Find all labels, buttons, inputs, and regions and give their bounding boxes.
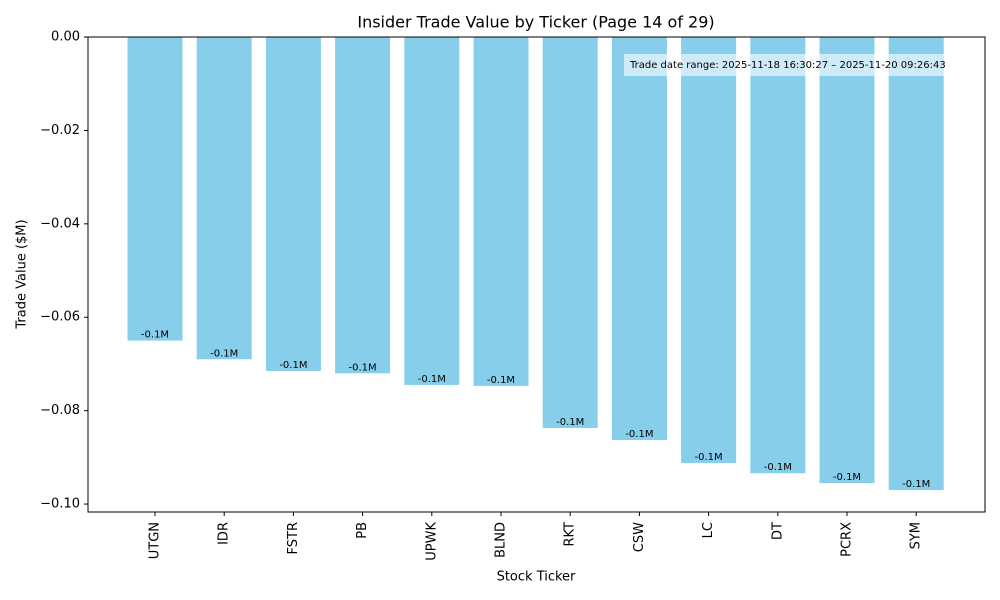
value-label: -0.1M [556,417,584,428]
x-tick-label: UTGN [148,522,163,559]
value-label: -0.1M [141,330,169,341]
value-label: -0.1M [764,462,792,473]
x-tick-label: CSW [632,522,647,552]
bar [127,37,183,341]
y-tick-label: −0.06 [40,310,80,325]
annotation: Trade date range: 2025-11-18 16:30:27 – … [629,60,946,71]
x-tick-label: PB [355,522,370,539]
value-label: -0.1M [625,429,653,440]
value-label: -0.1M [902,479,930,490]
bar [750,37,806,474]
bar [196,37,252,360]
value-label: -0.1M [210,348,238,359]
bar [335,37,391,374]
bar [542,37,598,428]
value-label: -0.1M [418,374,446,385]
y-tick-label: 0.00 [51,30,80,45]
x-tick-label: PCRX [840,522,855,557]
x-tick-label: RKT [563,522,578,547]
x-tick-label: BLND [494,522,509,558]
bar [265,37,321,371]
value-label: -0.1M [695,452,723,463]
annotation-box [624,54,985,76]
y-tick-label: −0.10 [40,497,80,512]
value-label: -0.1M [487,375,515,386]
y-axis-label: Trade Value ($M) [15,219,30,329]
value-label: -0.1M [833,472,861,483]
chart-title: Insider Trade Value by Ticker (Page 14 o… [357,13,714,32]
bar [819,37,875,484]
bar [681,37,737,463]
x-tick-label: SYM [909,522,924,549]
value-label: -0.1M [279,360,307,371]
bar [473,37,529,386]
y-tick-label: −0.08 [40,403,80,418]
bar [611,37,667,441]
bar [404,37,460,385]
x-tick-label: FSTR [286,522,301,554]
x-tick-label: IDR [217,522,232,545]
x-tick-label: LC [701,522,716,538]
bar [888,37,944,491]
y-tick-label: −0.04 [40,216,80,231]
value-label: -0.1M [349,362,377,373]
plot-frame [87,36,986,513]
x-tick-label: DT [770,522,785,540]
x-axis-label: Stock Ticker [497,570,576,585]
y-tick-label: −0.02 [40,123,80,138]
x-tick-label: UPWK [424,522,439,561]
